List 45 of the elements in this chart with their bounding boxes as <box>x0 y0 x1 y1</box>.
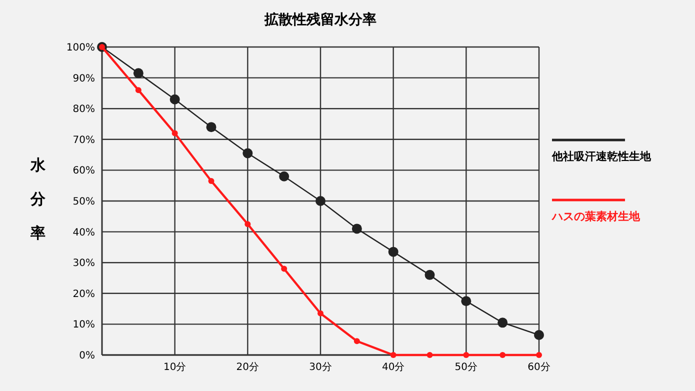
y-tick-label: 40% <box>72 227 95 238</box>
point <box>536 352 542 358</box>
y-tick-label: 50% <box>72 196 95 208</box>
text: 他社吸汗速乾性生地 <box>551 150 652 163</box>
y-tick-label: 10% <box>72 320 95 331</box>
point <box>318 310 324 316</box>
point <box>281 266 288 272</box>
point <box>424 270 435 280</box>
text: ハスの葉素材生地 <box>551 210 641 223</box>
x-tick-label: 60分 <box>528 361 550 373</box>
point <box>206 122 216 132</box>
point <box>534 330 544 340</box>
point <box>498 318 508 328</box>
point <box>461 296 472 306</box>
point <box>316 196 326 206</box>
point <box>208 178 214 184</box>
point <box>133 68 144 78</box>
y-tick-label: 60% <box>72 166 95 177</box>
x-tick-label: 50分 <box>454 361 478 373</box>
point <box>463 352 470 358</box>
point <box>242 148 253 158</box>
point <box>390 352 396 358</box>
y-tick-label: 80% <box>72 104 95 116</box>
y-tick-label: 100% <box>66 42 95 54</box>
y-axis-title: 水分率 <box>30 156 46 242</box>
point <box>388 246 398 257</box>
point <box>352 224 362 234</box>
point <box>135 87 142 94</box>
x-tick-label: 40分 <box>382 361 405 373</box>
point <box>500 352 506 358</box>
y-tick-label: 70% <box>72 134 95 146</box>
point <box>426 352 433 358</box>
point <box>279 171 290 182</box>
x-tick-label: 30分 <box>309 361 332 373</box>
x-tick-label: 10分 <box>163 361 186 373</box>
y-tick-label: 90% <box>72 73 95 84</box>
point <box>244 221 251 228</box>
y-tick-label: 30% <box>72 258 95 270</box>
point <box>172 130 178 136</box>
point <box>170 94 180 104</box>
chart-title: 拡散性残留水分率 <box>264 11 376 28</box>
point <box>354 338 360 344</box>
y-tick-label: 20% <box>72 288 95 300</box>
x-tick-label: 20分 <box>236 361 260 373</box>
y-tick-label: 0% <box>79 350 95 362</box>
